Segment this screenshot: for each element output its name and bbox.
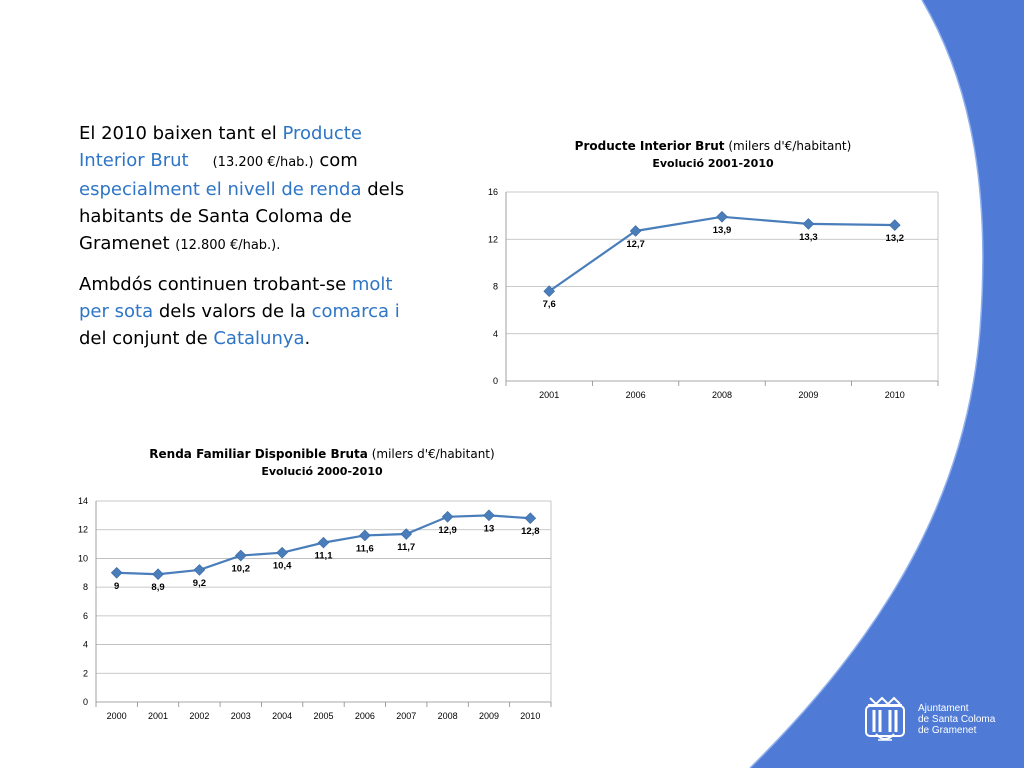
right-blue-wave [750,0,1024,768]
data-label: 10,4 [273,561,292,572]
text-run: dels valors de la [153,301,312,322]
x-tick-label: 2003 [231,711,251,721]
text-run: dels habitants de Santa Coloma de Gramen… [79,179,405,254]
x-tick-label: 2004 [272,711,292,721]
text-run: com [313,150,358,171]
data-label: 13 [484,523,495,534]
x-tick-label: 2009 [479,711,499,721]
data-label: 9,2 [193,578,206,589]
council-name-line-2: de Santa Coloma [918,714,996,725]
data-point [234,549,247,562]
x-tick-label: 2000 [107,711,127,721]
chart-pib: Producte Interior Brut (milers d'€/habit… [488,139,939,400]
data-point [543,285,555,298]
data-point [400,528,413,540]
data-label: 9 [114,581,119,592]
text-run: . [304,328,311,349]
chart-title-main: Renda Familiar Disponible Bruta [149,447,368,461]
chart-title: Producte Interior Brut (milers d'€/habit… [575,139,852,153]
text-run: del conjunt de [79,328,214,349]
x-tick-label: 2008 [438,711,458,721]
data-label: 10,2 [232,564,251,575]
data-point [441,510,454,523]
y-tick-label: 0 [493,376,498,386]
y-tick-label: 0 [83,697,88,707]
y-tick-label: 8 [493,282,498,292]
data-label: 8,9 [151,582,164,593]
x-tick-label: 2010 [520,711,540,721]
council-name-line-1: Ajuntament [918,703,969,714]
highlighted-text: comarca i [311,301,400,322]
y-tick-label: 10 [78,553,88,563]
summary-text: El 2010 baixen tant el Producte Interior… [79,120,424,364]
x-tick-label: 2008 [712,390,732,400]
x-tick-label: 2006 [355,711,375,721]
y-tick-label: 12 [78,525,88,535]
y-tick-label: 2 [83,668,88,678]
council-name: Ajuntament de Santa Coloma de Gramenet [918,703,1008,736]
highlighted-text: molt per sota [79,274,393,322]
paragraph-comparison: Ambdós continuen trobant-se molt per sot… [79,271,424,352]
y-tick-label: 4 [493,329,498,339]
data-label: 13,3 [799,232,818,243]
data-label: 11,6 [356,543,374,554]
council-logo: Ajuntament de Santa Coloma de Gramenet [862,694,1002,752]
x-tick-label: 2001 [148,711,168,721]
data-point [359,529,371,542]
text-run: (12.800 €/hab.). [175,238,281,253]
x-tick-label: 2002 [189,711,209,721]
data-label: 11,7 [397,542,415,553]
chart-title-main: Producte Interior Brut [575,139,725,153]
chart-renda: Renda Familiar Disponible Bruta (milers … [78,447,552,721]
y-tick-label: 16 [488,187,498,197]
data-point [629,225,642,237]
data-point [193,564,206,576]
data-label: 13,2 [886,233,905,244]
highlighted-text: especialment el nivell de renda [79,179,362,200]
x-tick-label: 2007 [396,711,416,721]
data-label: 7,6 [543,299,556,310]
data-point [716,211,728,223]
wave-edge-highlight [749,0,984,768]
data-label: 12,9 [438,525,457,536]
data-label: 13,9 [713,225,732,236]
highlighted-text: Producte Interior Brut [79,123,362,171]
data-point [524,512,537,525]
data-label: 12,8 [521,526,540,537]
highlighted-text: Catalunya [213,328,305,349]
x-tick-label: 2010 [885,390,905,400]
chart-title-unit: (milers d'€/habitant) [725,139,852,153]
x-tick-label: 2001 [539,390,559,400]
text-run: (13.200 €/hab.) [212,155,314,170]
y-tick-label: 6 [83,611,88,621]
x-tick-label: 2006 [626,390,646,400]
paragraph-pib: El 2010 baixen tant el Producte Interior… [79,120,424,259]
data-point [802,218,815,230]
y-tick-label: 12 [488,234,498,244]
text-run: El 2010 baixen tant el [79,123,283,144]
y-tick-label: 4 [83,640,88,650]
chart-subtitle: Evolució 2001-2010 [652,157,774,170]
data-point [152,568,164,581]
x-tick-label: 2009 [798,390,818,400]
x-tick-label: 2005 [313,711,333,721]
chart-title-unit: (milers d'€/habitant) [368,447,495,461]
chart-title: Renda Familiar Disponible Bruta (milers … [149,447,494,461]
data-label: 12,7 [626,239,645,250]
y-tick-label: 14 [78,496,88,506]
chart-subtitle: Evolució 2000-2010 [261,465,383,478]
data-point [317,536,330,549]
data-point [889,219,901,231]
data-label: 11,1 [315,551,334,562]
text-run: Ambdós continuen trobant-se [79,274,352,295]
data-point [110,566,123,579]
data-point [276,546,288,559]
y-tick-label: 8 [83,582,88,592]
city-council-shield-icon [865,696,905,741]
data-point [483,509,495,522]
council-name-line-3: de Gramenet [918,725,977,736]
